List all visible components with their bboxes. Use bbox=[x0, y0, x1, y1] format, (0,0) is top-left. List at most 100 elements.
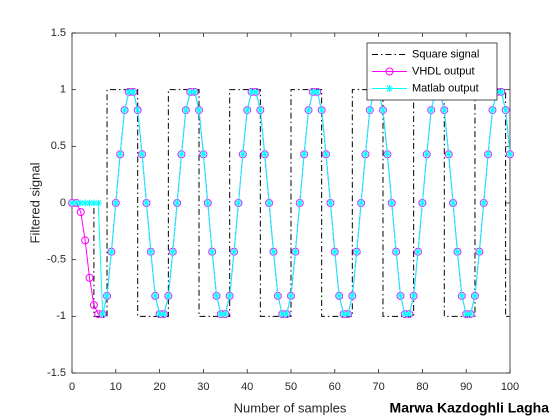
marker bbox=[213, 292, 221, 300]
marker bbox=[453, 248, 461, 256]
marker bbox=[385, 67, 394, 76]
marker bbox=[252, 88, 260, 96]
marker bbox=[414, 248, 422, 256]
marker bbox=[423, 150, 431, 158]
x-axis-label: Number of samples bbox=[234, 400, 347, 415]
legend: Square signal VHDL output Matlab output bbox=[366, 42, 498, 101]
marker bbox=[103, 292, 111, 300]
marker bbox=[445, 150, 453, 158]
marker bbox=[287, 292, 295, 300]
marker bbox=[397, 292, 404, 300]
marker bbox=[86, 199, 94, 207]
marker bbox=[357, 199, 365, 207]
x-tick-label: 100 bbox=[501, 381, 519, 393]
marker bbox=[261, 150, 269, 158]
marker bbox=[230, 248, 238, 256]
marker bbox=[138, 150, 146, 158]
marker bbox=[125, 88, 133, 96]
marker bbox=[379, 106, 387, 114]
marker bbox=[72, 199, 80, 207]
marker bbox=[401, 310, 409, 318]
marker bbox=[121, 106, 129, 114]
x-tick-label: 10 bbox=[110, 381, 122, 393]
marker bbox=[348, 292, 356, 300]
marker bbox=[256, 106, 264, 114]
annotation: Marwa Kazdoghli Lagha bbox=[390, 400, 550, 416]
marker bbox=[322, 150, 330, 158]
x-tick-label: 70 bbox=[372, 381, 384, 393]
marker bbox=[186, 88, 194, 96]
marker bbox=[313, 88, 321, 96]
marker bbox=[265, 199, 273, 207]
marker bbox=[116, 150, 124, 158]
marker bbox=[107, 248, 115, 256]
x-tick-label: 90 bbox=[460, 381, 472, 393]
marker bbox=[99, 310, 107, 318]
marker bbox=[480, 199, 488, 207]
y-tick-label: 1 bbox=[60, 84, 66, 96]
y-tick-label: 0.5 bbox=[51, 140, 66, 152]
marker bbox=[77, 199, 85, 207]
marker bbox=[199, 150, 207, 158]
marker bbox=[169, 248, 177, 256]
marker bbox=[239, 150, 247, 158]
marker bbox=[278, 310, 286, 318]
marker bbox=[243, 106, 251, 114]
marker bbox=[318, 106, 326, 114]
marker bbox=[449, 199, 457, 207]
marker bbox=[418, 199, 426, 207]
marker bbox=[81, 199, 89, 207]
marker bbox=[309, 88, 317, 96]
legend-label: VHDL output bbox=[412, 65, 475, 77]
marker bbox=[353, 248, 361, 256]
marker bbox=[383, 150, 391, 158]
marker bbox=[488, 106, 496, 114]
marker bbox=[129, 88, 137, 96]
marker bbox=[388, 199, 396, 207]
marker bbox=[497, 88, 505, 96]
marker bbox=[142, 199, 150, 207]
marker bbox=[344, 310, 352, 318]
marker bbox=[204, 199, 212, 207]
marker bbox=[386, 85, 393, 92]
marker bbox=[427, 106, 435, 114]
marker bbox=[208, 248, 216, 256]
marker bbox=[182, 106, 190, 114]
marker bbox=[392, 248, 400, 256]
legend-label: Matlab output bbox=[412, 82, 479, 94]
marker bbox=[291, 248, 299, 256]
marker bbox=[178, 150, 185, 158]
marker bbox=[94, 199, 102, 207]
marker bbox=[68, 199, 76, 207]
legend-label: Square signal bbox=[412, 48, 479, 60]
y-tick-label: 0 bbox=[60, 197, 66, 209]
y-tick-label: -0.5 bbox=[47, 254, 66, 266]
marker bbox=[335, 292, 343, 300]
marker bbox=[405, 310, 413, 318]
marker bbox=[361, 150, 369, 158]
marker bbox=[151, 292, 159, 300]
marker bbox=[340, 310, 348, 318]
marker bbox=[502, 106, 510, 114]
marker bbox=[90, 199, 98, 207]
marker bbox=[134, 106, 142, 114]
marker bbox=[217, 310, 225, 318]
marker bbox=[506, 150, 514, 158]
marker bbox=[296, 199, 304, 207]
marker bbox=[89, 301, 98, 309]
y-tick-label: 1.5 bbox=[51, 27, 66, 39]
x-tick-label: 40 bbox=[241, 381, 253, 393]
marker bbox=[195, 106, 203, 114]
marker bbox=[475, 248, 483, 256]
marker bbox=[269, 248, 277, 256]
marker bbox=[326, 199, 334, 207]
marker bbox=[274, 292, 282, 300]
marker bbox=[173, 199, 181, 207]
marker bbox=[462, 310, 470, 318]
x-tick-label: 20 bbox=[153, 381, 165, 393]
marker bbox=[440, 106, 448, 114]
marker bbox=[467, 310, 475, 318]
marker bbox=[85, 273, 94, 282]
y-axis-label: Filtered signal bbox=[27, 162, 42, 243]
